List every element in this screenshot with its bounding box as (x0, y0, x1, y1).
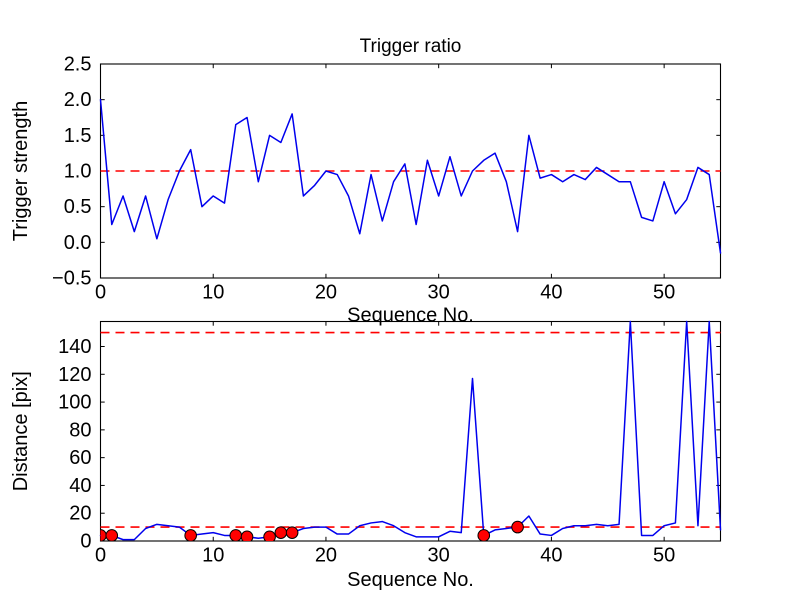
svg-text:Trigger strength: Trigger strength (10, 101, 32, 241)
svg-text:Trigger ratio: Trigger ratio (360, 36, 462, 57)
svg-text:40: 40 (540, 545, 562, 567)
svg-text:20: 20 (315, 282, 337, 304)
svg-text:140: 140 (58, 336, 91, 358)
svg-text:50: 50 (653, 282, 675, 304)
svg-text:1.5: 1.5 (64, 125, 92, 147)
svg-text:0: 0 (95, 545, 106, 567)
svg-text:1.0: 1.0 (64, 161, 92, 183)
svg-text:Sequence No.: Sequence No. (347, 305, 474, 327)
svg-text:40: 40 (540, 282, 562, 304)
svg-text:2.5: 2.5 (64, 54, 92, 76)
svg-text:50: 50 (653, 545, 675, 567)
svg-text:100: 100 (58, 392, 91, 414)
svg-text:0: 0 (80, 531, 91, 553)
svg-text:20: 20 (315, 545, 337, 567)
svg-text:10: 10 (202, 545, 224, 567)
svg-text:120: 120 (58, 364, 91, 386)
svg-text:60: 60 (69, 447, 91, 469)
svg-text:30: 30 (428, 545, 450, 567)
svg-text:20: 20 (69, 503, 91, 525)
svg-text:Sequence No.: Sequence No. (347, 569, 474, 591)
svg-text:2.0: 2.0 (64, 89, 92, 111)
svg-text:0: 0 (95, 282, 106, 304)
svg-text:10: 10 (202, 282, 224, 304)
svg-text:−0.5: −0.5 (52, 268, 91, 290)
svg-text:30: 30 (428, 282, 450, 304)
svg-text:80: 80 (69, 419, 91, 441)
svg-text:40: 40 (69, 475, 91, 497)
svg-text:0.5: 0.5 (64, 196, 92, 218)
svg-text:Distance [pix]: Distance [pix] (10, 371, 32, 491)
svg-text:0.0: 0.0 (64, 232, 92, 254)
